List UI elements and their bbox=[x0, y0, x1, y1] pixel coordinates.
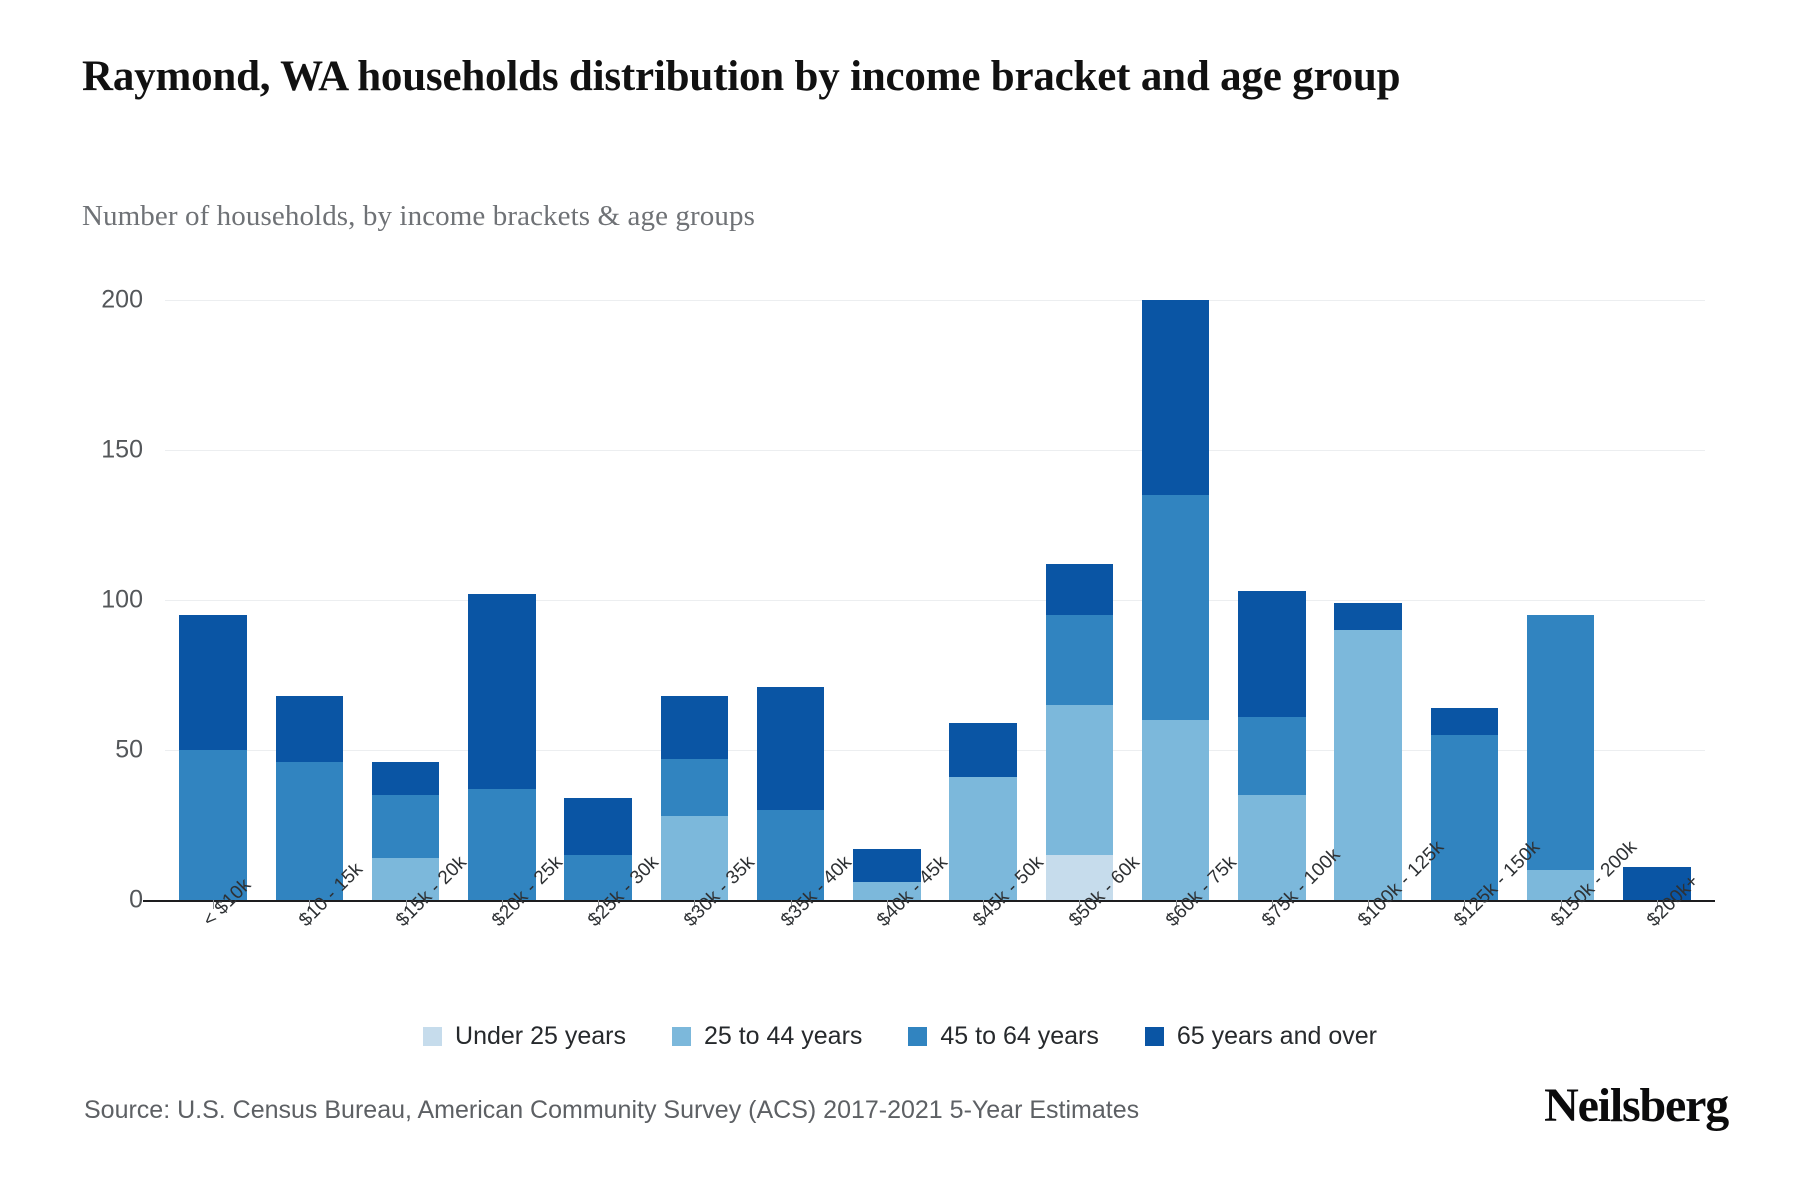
legend-label: 25 to 44 years bbox=[703, 1022, 863, 1050]
bar-segment[interactable] bbox=[1045, 615, 1114, 705]
bar-segment[interactable] bbox=[1238, 717, 1306, 795]
chart-subtitle: Number of households, by income brackets… bbox=[82, 200, 755, 232]
bar-stack[interactable] bbox=[1334, 603, 1402, 900]
bar-segment[interactable] bbox=[1334, 603, 1402, 630]
source-note: Source: U.S. Census Bureau, American Com… bbox=[84, 1096, 1140, 1124]
gridline bbox=[165, 750, 1705, 751]
bar-stack[interactable] bbox=[660, 696, 729, 900]
gridline bbox=[165, 450, 1705, 451]
brand-logo: Neilsberg bbox=[1544, 1079, 1729, 1132]
x-axis-tick bbox=[309, 900, 311, 909]
legend-label: 45 to 64 years bbox=[940, 1022, 1099, 1050]
x-axis-line bbox=[143, 900, 1715, 902]
y-axis-tick-label: 150 bbox=[101, 435, 143, 464]
y-axis-tick-label: 200 bbox=[101, 285, 143, 314]
legend-swatch-icon bbox=[1144, 1027, 1164, 1046]
bar-stack[interactable] bbox=[468, 594, 536, 900]
x-axis-tick bbox=[213, 900, 215, 909]
bar-segment[interactable] bbox=[756, 810, 825, 900]
x-axis-tick bbox=[1560, 900, 1562, 909]
bar-segment[interactable] bbox=[1526, 615, 1595, 870]
bar-stack[interactable] bbox=[1526, 615, 1595, 900]
bar-stack[interactable] bbox=[1045, 564, 1114, 900]
bar-stack[interactable] bbox=[1238, 591, 1306, 900]
x-axis-tick bbox=[1464, 900, 1466, 909]
bar-segment[interactable] bbox=[371, 795, 440, 858]
plot-area: 0 50 100 150 200 < $10k $10 - 15k $15k - 20k $2… bbox=[101, 286, 1715, 931]
x-axis-tick bbox=[598, 900, 600, 909]
bar-segment[interactable] bbox=[1238, 591, 1306, 717]
bar-segment[interactable] bbox=[660, 759, 729, 816]
bar-segment[interactable] bbox=[853, 882, 921, 900]
bar-stack[interactable] bbox=[756, 687, 825, 900]
bar-segment[interactable] bbox=[660, 696, 729, 759]
legend-label: 65 years and over bbox=[1176, 1022, 1377, 1050]
bar-segment[interactable] bbox=[1045, 705, 1114, 855]
bar-segment[interactable] bbox=[949, 723, 1017, 777]
x-axis-tick bbox=[405, 900, 407, 909]
bar-stack[interactable] bbox=[1623, 867, 1691, 900]
x-axis-tick bbox=[1175, 900, 1177, 909]
bar-stack[interactable] bbox=[1141, 300, 1210, 900]
legend-swatch-icon bbox=[908, 1027, 928, 1046]
bar-segment[interactable] bbox=[1141, 720, 1210, 900]
bar-segment[interactable] bbox=[853, 849, 921, 882]
legend-item[interactable]: 45 to 64 years bbox=[908, 1022, 1099, 1051]
bar-segment[interactable] bbox=[1430, 735, 1499, 900]
legend-swatch-icon bbox=[423, 1027, 443, 1046]
y-axis-tick-label: 50 bbox=[115, 735, 143, 764]
bar-segment[interactable] bbox=[564, 855, 632, 900]
bar-stack[interactable] bbox=[275, 696, 344, 900]
x-axis-tick bbox=[1271, 900, 1273, 909]
bar-segment[interactable] bbox=[1141, 300, 1210, 495]
bar-segment[interactable] bbox=[179, 615, 247, 750]
bar-stack[interactable] bbox=[179, 615, 247, 900]
x-axis-tick bbox=[1079, 900, 1081, 909]
bar-segment[interactable] bbox=[1334, 630, 1402, 900]
bar-stack[interactable] bbox=[1430, 708, 1499, 900]
y-axis-tick-label: 100 bbox=[101, 585, 143, 614]
bar-stack[interactable] bbox=[564, 798, 632, 900]
bar-segment[interactable] bbox=[756, 687, 825, 810]
bar-segment[interactable] bbox=[371, 762, 440, 795]
bar-series-container bbox=[165, 300, 1705, 900]
bar-segment[interactable] bbox=[949, 777, 1017, 900]
bar-segment[interactable] bbox=[275, 696, 344, 762]
page-title: Raymond, WA households distribution by i… bbox=[82, 53, 1401, 100]
legend-swatch-icon bbox=[671, 1027, 691, 1046]
bar-segment[interactable] bbox=[371, 858, 440, 900]
y-axis-tick-label: 0 bbox=[129, 885, 143, 914]
bar-stack[interactable] bbox=[949, 723, 1017, 900]
x-axis-tick bbox=[1656, 900, 1658, 909]
legend-item[interactable]: 25 to 44 years bbox=[671, 1022, 863, 1051]
x-axis-tick bbox=[886, 900, 888, 909]
bar-segment[interactable] bbox=[660, 816, 729, 900]
bar-segment[interactable] bbox=[468, 789, 536, 900]
bar-segment[interactable] bbox=[564, 798, 632, 855]
x-axis-tick bbox=[790, 900, 792, 909]
x-axis-tick bbox=[983, 900, 985, 909]
bar-segment[interactable] bbox=[1045, 855, 1114, 900]
bar-segment[interactable] bbox=[1238, 795, 1306, 900]
bar-segment[interactable] bbox=[1526, 870, 1595, 900]
bar-segment[interactable] bbox=[275, 762, 344, 900]
bar-stack[interactable] bbox=[853, 849, 921, 900]
bar-segment[interactable] bbox=[1141, 495, 1210, 720]
x-axis-tick bbox=[1368, 900, 1370, 909]
bar-stack[interactable] bbox=[371, 762, 440, 900]
bar-segment[interactable] bbox=[179, 750, 247, 900]
bar-segment[interactable] bbox=[1430, 708, 1499, 735]
gridline bbox=[165, 600, 1705, 601]
x-axis-tick bbox=[694, 900, 696, 909]
chart-legend: Under 25 years 25 to 44 years 45 to 64 yea… bbox=[0, 1022, 1800, 1051]
legend-item[interactable]: 65 years and over bbox=[1144, 1022, 1377, 1051]
legend-label: Under 25 years bbox=[455, 1022, 626, 1050]
bar-segment[interactable] bbox=[468, 594, 536, 789]
x-axis-tick bbox=[501, 900, 503, 909]
legend-item[interactable]: Under 25 years bbox=[423, 1022, 626, 1051]
bar-segment[interactable] bbox=[1623, 867, 1691, 900]
bar-segment[interactable] bbox=[1045, 564, 1114, 615]
gridline bbox=[165, 300, 1705, 301]
